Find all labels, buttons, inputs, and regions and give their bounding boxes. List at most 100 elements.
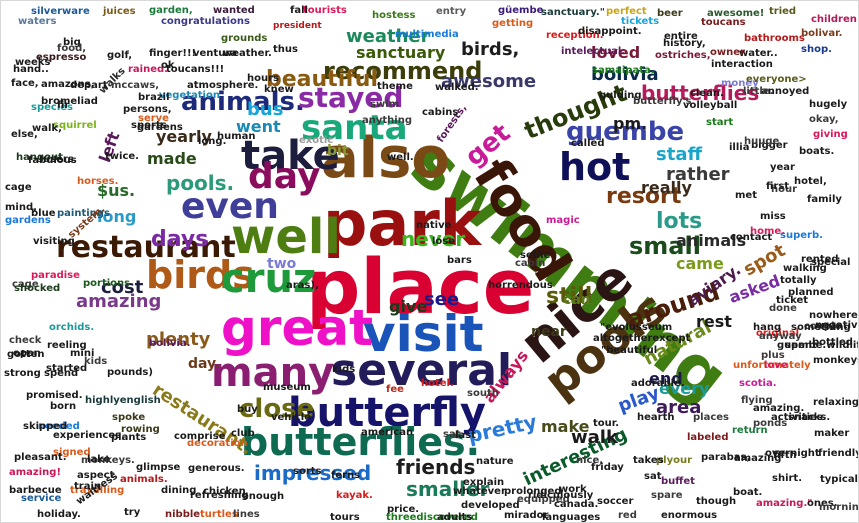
- cloud-word: beautiful: [266, 67, 379, 92]
- cloud-word: butterfly's: [633, 96, 692, 107]
- cloud-word: silverware: [31, 6, 90, 17]
- cloud-word: monkeys.: [81, 455, 135, 466]
- cloud-word: weeks: [15, 57, 51, 68]
- cloud-word: turtles: [200, 509, 238, 520]
- cloud-word: small: [629, 232, 701, 260]
- cloud-word: friends: [396, 455, 476, 479]
- cloud-word: nice,: [576, 455, 604, 466]
- cloud-word: boats.: [799, 146, 835, 157]
- cloud-word: huuge: [744, 136, 780, 147]
- cloud-word: plants: [111, 432, 147, 443]
- cloud-word: nature: [476, 456, 514, 467]
- cloud-word: started: [46, 363, 88, 374]
- cloud-word: give: [389, 297, 428, 316]
- cloud-word: amazons,: [41, 79, 95, 90]
- cloud-word: vegetation: [159, 90, 220, 101]
- cloud-word: adorable.: [631, 378, 685, 389]
- cloud-word: anyway: [759, 331, 802, 342]
- cloud-word: squirrel: [53, 120, 97, 131]
- cloud-word: barbecue: [9, 485, 62, 496]
- cloud-word: mind,: [5, 202, 37, 213]
- cloud-word: cage: [5, 182, 32, 193]
- cloud-word: butterflies.: [241, 420, 481, 464]
- cloud-word: buffet: [661, 476, 695, 487]
- cloud-word: face,: [11, 78, 39, 89]
- cloud-word: finger!!!: [149, 48, 197, 59]
- cloud-word: hostess: [372, 10, 416, 21]
- cloud-word: day: [248, 156, 321, 197]
- cloud-word: toucans: [701, 17, 746, 28]
- cloud-word: ferns: [331, 470, 361, 481]
- cloud-word: anything: [362, 115, 412, 126]
- cloud-word: intelectual.: [561, 46, 626, 57]
- cloud-word: done: [769, 303, 797, 314]
- cloud-word: visiting: [33, 236, 75, 247]
- cloud-word: bit: [327, 143, 349, 159]
- cloud-word: walked.: [435, 82, 479, 93]
- cloud-word: really: [641, 178, 692, 197]
- cloud-word: lake: [87, 454, 111, 465]
- cloud-word: try: [124, 507, 141, 518]
- cloud-word: spare: [651, 490, 683, 501]
- cloud-word: pm.: [613, 114, 648, 133]
- cloud-word: monkeys: [813, 355, 859, 366]
- cloud-word: cost: [101, 277, 144, 298]
- cloud-word: ticket: [776, 295, 809, 306]
- cloud-word: equipped: [517, 494, 570, 505]
- cloud-word: languages: [542, 512, 601, 523]
- cloud-word: end: [649, 369, 683, 388]
- cloud-word: ventura: [193, 48, 237, 59]
- cloud-word: guembe: [566, 117, 685, 147]
- cloud-word: orchids.: [49, 322, 95, 333]
- cloud-word: family: [807, 194, 842, 205]
- cloud-word: species: [31, 102, 73, 113]
- cloud-word: serve: [138, 113, 169, 124]
- cloud-word: sat: [443, 429, 461, 440]
- cloud-word: blue: [31, 208, 56, 219]
- cloud-word: boat.: [733, 487, 763, 498]
- cloud-word: negative: [815, 320, 858, 331]
- cloud-word: history,: [663, 38, 706, 49]
- cloud-word: interaction: [711, 59, 773, 70]
- cloud-word: persons,: [123, 104, 172, 115]
- cloud-word: else,: [11, 129, 38, 140]
- cloud-word: club: [231, 428, 255, 439]
- cloud-word: fee: [386, 384, 404, 395]
- cloud-word: kids: [332, 364, 356, 375]
- cloud-word: güembe: [498, 5, 544, 16]
- cloud-word: something: [791, 322, 851, 333]
- cloud-word: theme: [377, 81, 413, 92]
- cloud-word: contact: [730, 232, 773, 243]
- cloud-word: generous.: [188, 463, 245, 474]
- cloud-word: horrendous: [488, 280, 553, 291]
- cloud-word: walk,: [32, 123, 62, 134]
- cloud-word: friday: [591, 462, 624, 473]
- cloud-word: gardens: [137, 122, 183, 133]
- cloud-word: enormous: [661, 510, 718, 521]
- cloud-word: hugely: [809, 99, 848, 110]
- cloud-word: year: [770, 162, 795, 173]
- cloud-word: reeling: [47, 340, 87, 351]
- cloud-word: clean.: [690, 88, 724, 99]
- cloud-word: home.: [750, 226, 785, 237]
- cloud-word: president: [273, 21, 322, 31]
- cloud-word: horses.: [77, 176, 119, 187]
- cloud-word: amazing: [76, 291, 162, 312]
- cloud-word: animals.: [120, 474, 168, 485]
- cloud-word: restaurant: [56, 230, 236, 265]
- cloud-word: hang: [753, 322, 782, 333]
- cloud-word: work: [559, 484, 587, 495]
- cloud-word: owner: [710, 47, 745, 58]
- cloud-word: prolonged: [504, 486, 562, 497]
- cloud-word: walk: [571, 427, 618, 448]
- cloud-word: promised.: [26, 390, 83, 401]
- cloud-word: called: [571, 138, 605, 149]
- cloud-word: little.: [743, 86, 774, 97]
- cloud-word: volleyball: [683, 100, 738, 111]
- cloud-word: congratulations: [161, 16, 250, 27]
- cloud-word: plenty: [146, 329, 211, 350]
- cloud-word: parabas,: [701, 452, 751, 463]
- cloud-word: water..: [739, 48, 778, 59]
- cloud-word: "evolusseum: [600, 322, 673, 333]
- cloud-word: cabin: [515, 258, 546, 269]
